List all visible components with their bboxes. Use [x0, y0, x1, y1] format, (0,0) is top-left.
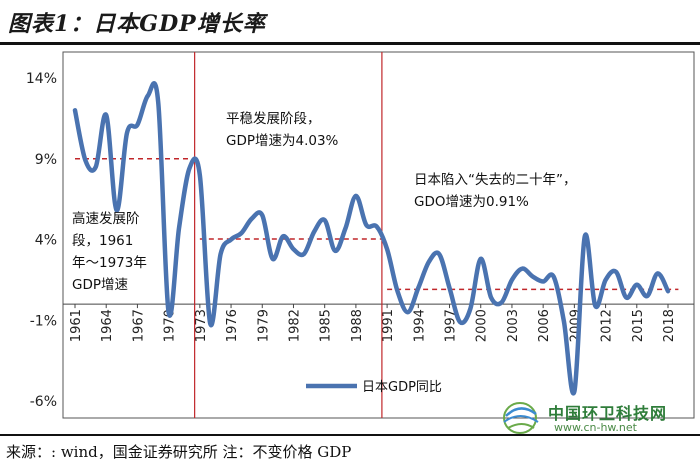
x-tick-label: 2003 [506, 309, 521, 342]
x-tick-label: 2006 [537, 309, 552, 342]
watermark: 中国环卫科技网 www.cn-hw.net [496, 398, 696, 438]
x-tick-label: 2000 [475, 309, 490, 342]
series-line-japan-gdp [72, 81, 671, 396]
y-tick-label: 4% [35, 233, 57, 249]
x-tick-label: 1991 [381, 309, 396, 342]
x-tick-label: 1970 [163, 309, 178, 342]
globe-logo-icon [503, 402, 539, 434]
watermark-name: 中国环卫科技网 [548, 404, 668, 423]
source-note: 来源：: wind，国金证券研究所 注：不变价格 GDP [6, 443, 352, 461]
x-tick-label: 1982 [287, 309, 302, 342]
x-tick-label: 2015 [631, 309, 646, 342]
x-tick-label: 1964 [100, 309, 115, 342]
x-tick-label: 1967 [131, 309, 146, 342]
x-tick-label: 1973 [194, 309, 209, 342]
watermark-url: www.cn-hw.net [554, 421, 637, 434]
y-tick-label: 9% [35, 152, 57, 168]
footer-rule [0, 434, 700, 436]
legend-label: 日本GDP同比 [362, 380, 442, 395]
x-tick-label: 2012 [600, 309, 615, 342]
annotation-lost-decades: 日本陷入“失去的二十年”， GDO增速为0.91% [414, 172, 581, 210]
x-tick-label: 2018 [662, 309, 677, 342]
x-tick-label: 1979 [256, 309, 271, 342]
x-tick-label: 1988 [350, 309, 365, 342]
gdp-growth-chart: 14% 9% 4% -1% -6% 1961 1964 1967 1970 1973 1976 19… [26, 51, 695, 419]
plot-border [62, 51, 695, 419]
x-tick-label: 1997 [444, 309, 459, 342]
title-rule [0, 42, 700, 45]
y-tick-label: -1% [30, 313, 57, 329]
y-tick-label: -6% [30, 394, 57, 410]
x-tick-label: 1985 [319, 309, 334, 342]
x-tick-label: 1961 [69, 309, 84, 342]
annotation-stable-growth: 平稳发展阶段， GDP增速为4.03% [226, 111, 339, 149]
y-tick-label: 14% [26, 71, 57, 87]
figure-title: 图表1：日本GDP增长率 [8, 11, 266, 37]
x-tick-label: 1994 [412, 309, 427, 342]
x-tick-label: 1976 [225, 309, 240, 342]
annotation-high-growth: 高速发展阶 段，1961 年～1973年 GDP增速 [72, 210, 151, 293]
